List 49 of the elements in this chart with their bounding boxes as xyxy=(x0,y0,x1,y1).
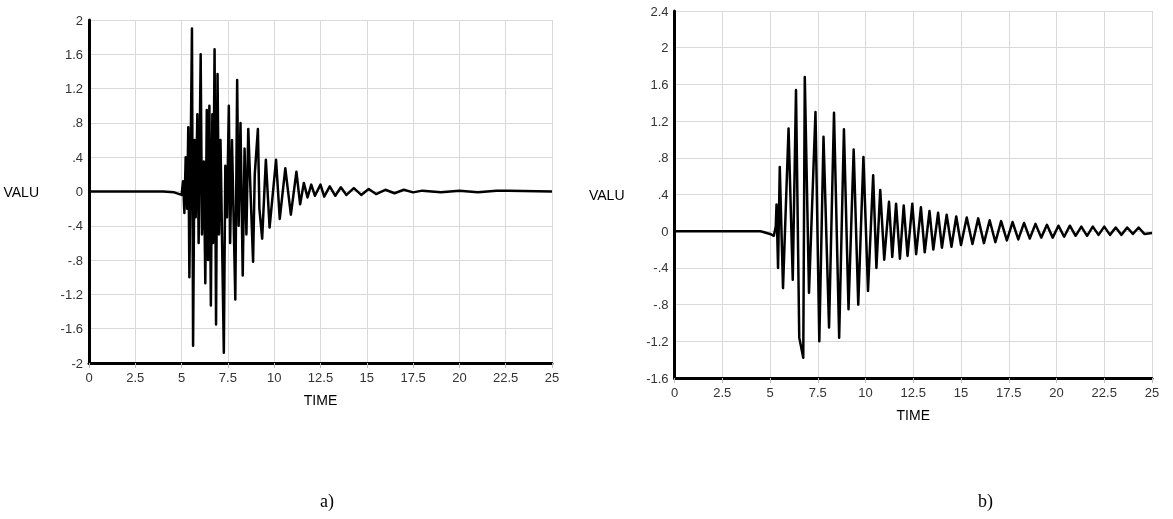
x-tick-label: 5 xyxy=(766,385,774,400)
x-tick-label: 0 xyxy=(85,370,93,385)
y-tick-label: 1.2 xyxy=(64,81,83,97)
x-tick-label: 5 xyxy=(177,370,186,385)
x-tick-label: 25 xyxy=(1144,385,1160,400)
x-tick-label: 15 xyxy=(359,370,375,385)
y-axis-title: VALU xyxy=(3,183,39,200)
x-tick-label: 17.5 xyxy=(996,385,1022,400)
x-axis-title: TIME xyxy=(896,407,930,423)
x-tick-label: 12.5 xyxy=(307,370,334,385)
y-tick-label: -1.2 xyxy=(646,333,669,349)
y-tick-label: 2 xyxy=(661,40,669,56)
y-tick-label: -.4 xyxy=(653,260,669,276)
x-axis-title: TIME xyxy=(303,392,338,408)
y-tick-label: .8 xyxy=(657,150,669,166)
y-tick-label: 2.4 xyxy=(650,3,669,19)
y-tick-label: 2 xyxy=(75,12,83,28)
x-tick-label: 10 xyxy=(858,385,873,400)
x-tick-label: 17.5 xyxy=(400,370,426,385)
y-tick-label: -.8 xyxy=(67,252,83,268)
y-tick-label: -1.6 xyxy=(60,321,83,337)
y-tick-label: -.4 xyxy=(67,218,83,234)
y-tick-label: -1.2 xyxy=(60,286,83,302)
text: b) xyxy=(978,491,993,512)
x-tick-label: 20 xyxy=(452,370,467,385)
x-tick-label: 2.5 xyxy=(126,370,145,385)
y-axis-title: VALU xyxy=(588,186,625,203)
y-tick-label: 1.2 xyxy=(650,113,669,129)
y-tick-label: .4 xyxy=(72,149,83,165)
y-tick-label: 1.6 xyxy=(64,46,83,62)
x-tick-label: 20 xyxy=(1049,385,1064,400)
x-tick-label: 2.5 xyxy=(713,385,732,400)
text: a) xyxy=(320,491,334,512)
x-tick-label: 12.5 xyxy=(900,385,926,400)
y-tick-label: 0 xyxy=(661,223,669,239)
y-tick-label: 1.6 xyxy=(650,76,669,92)
x-tick-label: 10 xyxy=(266,370,282,385)
x-tick-label: 7.5 xyxy=(808,385,827,400)
x-tick-label: 22.5 xyxy=(1091,385,1117,400)
x-tick-label: 15 xyxy=(953,385,969,400)
y-tick-label: -.8 xyxy=(653,297,669,313)
y-tick-label: -2 xyxy=(71,355,83,371)
y-tick-label: -1.6 xyxy=(646,370,669,386)
x-tick-label: 22.5 xyxy=(493,370,519,385)
x-tick-label: 7.5 xyxy=(218,370,237,385)
y-tick-label: .4 xyxy=(657,187,669,202)
x-tick-label: 25 xyxy=(544,370,560,385)
y-tick-label: 0 xyxy=(75,184,83,199)
y-tick-label: .8 xyxy=(72,115,83,131)
